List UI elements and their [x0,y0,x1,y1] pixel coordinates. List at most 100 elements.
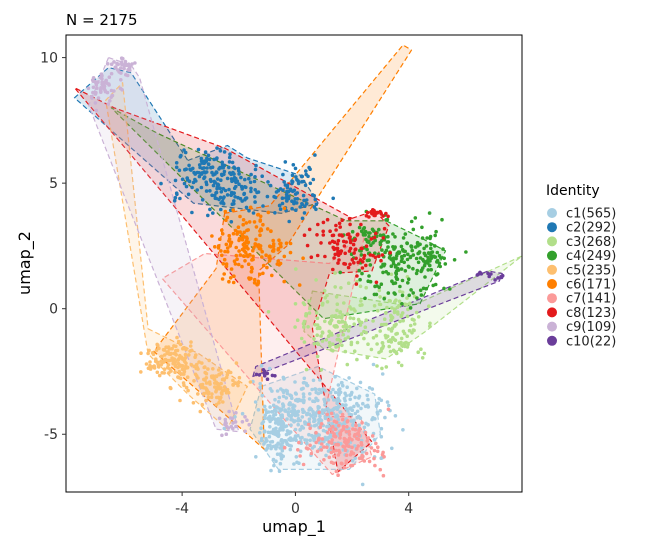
point-c6 [265,227,270,231]
point-c3 [315,323,320,327]
point-c4 [415,240,420,245]
hull-c2 [73,67,319,214]
point-c2 [205,156,209,161]
point-c1 [270,389,274,393]
point-c6 [257,244,262,248]
point-c3 [422,351,427,356]
point-c6 [231,231,236,236]
point-c4 [421,286,426,291]
point-c1 [353,456,358,461]
point-c8 [384,211,388,216]
point-c3 [428,324,432,329]
point-c1 [379,426,384,431]
point-c4 [415,296,419,300]
point-c6 [251,248,255,253]
point-c2 [290,180,295,184]
point-c3 [336,333,341,338]
point-c5 [153,359,158,364]
point-c1 [328,390,333,395]
point-c4 [398,284,402,289]
point-c1 [379,398,384,403]
point-c4 [394,271,398,275]
point-c6 [258,214,263,219]
point-c6 [267,259,272,263]
point-c8 [355,274,359,278]
point-c5 [165,365,170,370]
point-c7 [372,448,377,453]
point-c2 [285,185,290,190]
point-c4 [393,265,398,269]
point-c1 [355,409,360,414]
point-c3 [355,357,359,362]
point-c1 [321,387,325,391]
point-c3 [414,310,419,315]
point-c8 [369,237,374,241]
point-c2 [225,193,230,197]
point-c1 [293,380,297,384]
point-c7 [327,440,332,444]
point-c1 [275,452,280,457]
point-c3 [405,302,409,307]
point-c4 [399,267,404,271]
point-c2 [211,211,215,215]
point-c7 [386,407,391,412]
point-c6 [242,249,247,253]
point-c1 [283,439,288,443]
point-c4 [378,233,383,237]
point-c2 [227,160,232,164]
point-c1 [350,408,354,412]
point-c6 [269,229,273,233]
point-c5 [174,348,178,353]
point-c7 [381,450,385,455]
point-c1 [289,423,293,428]
point-c1 [285,429,290,433]
point-c6 [246,254,250,259]
point-c8 [321,229,326,234]
point-c6 [270,273,274,278]
point-c6 [224,218,228,222]
point-c5 [203,378,207,382]
point-c4 [411,266,415,271]
point-c1 [302,376,307,381]
point-c4 [433,233,438,238]
point-c1 [360,446,364,450]
point-c5 [224,375,229,380]
point-c1 [273,397,277,402]
point-c1 [323,400,327,404]
point-c6 [237,249,241,253]
point-c5 [154,348,159,353]
point-c4 [421,259,426,263]
point-c4 [426,268,431,272]
point-c3 [395,305,400,310]
point-c4 [414,256,419,261]
point-c2 [197,174,202,179]
point-c5 [189,340,193,344]
point-c1 [280,441,285,445]
point-c3 [294,267,298,271]
point-c1 [289,409,294,414]
point-c1 [293,427,298,432]
point-c4 [399,244,404,249]
series-c8 [302,208,393,286]
point-c3 [400,311,405,315]
point-c9 [115,68,120,72]
point-c4 [400,278,405,283]
point-c8 [330,233,335,238]
point-c4 [362,226,367,230]
point-c2 [173,178,178,183]
point-c5 [248,380,253,384]
point-c6 [282,206,287,211]
point-c3 [405,314,410,319]
point-c2 [295,177,299,182]
point-c1 [264,436,268,441]
point-c2 [283,160,288,164]
point-c6 [242,230,246,235]
point-c2 [223,188,228,193]
point-c8 [346,232,351,236]
point-c5 [178,398,182,403]
point-c8 [323,254,327,259]
point-c8 [381,214,385,218]
point-c4 [405,257,410,262]
point-c5 [220,392,224,396]
